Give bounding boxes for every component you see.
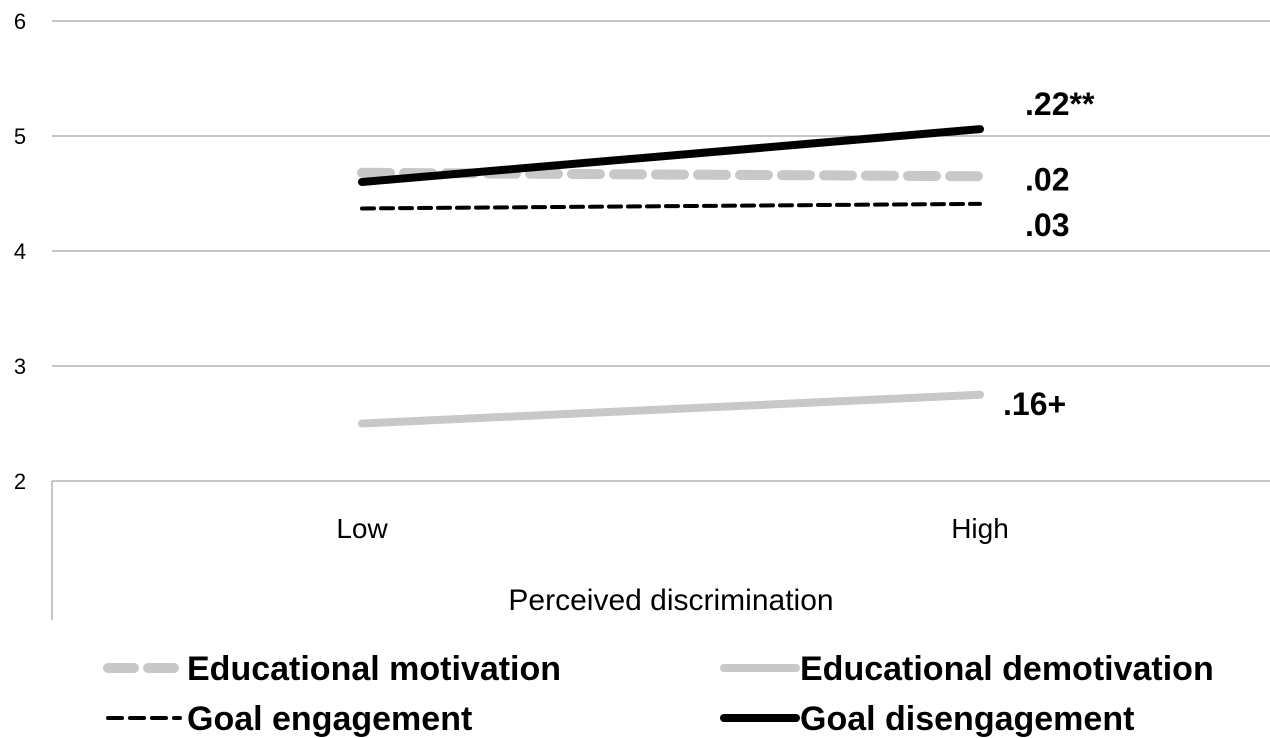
series-end-labels: .02 .16+ .03 .22** bbox=[1003, 86, 1095, 422]
legend-label-educational-demotivation: Educational demotivation bbox=[800, 650, 1214, 688]
gridlines bbox=[52, 20, 1270, 482]
end-label-goal-disengagement: .22** bbox=[1025, 86, 1095, 122]
legend: Educational motivation Educational demoti… bbox=[103, 650, 1214, 738]
series-lines bbox=[357, 125, 985, 428]
end-label-educational-demotivation: .16+ bbox=[1003, 386, 1066, 422]
end-label-goal-engagement: .03 bbox=[1025, 207, 1069, 243]
y-tick-label: 3 bbox=[14, 354, 26, 379]
y-tick-label: 5 bbox=[14, 124, 26, 149]
legend-label-goal-engagement: Goal engagement bbox=[187, 700, 472, 738]
legend-label-educational-motivation: Educational motivation bbox=[187, 650, 561, 688]
y-tick-label: 6 bbox=[14, 9, 26, 34]
x-category-label: Low bbox=[336, 513, 388, 544]
x-category-labels: Low High bbox=[336, 513, 1008, 544]
series-line-goal-disengagement bbox=[358, 125, 984, 186]
x-category-label: High bbox=[951, 513, 1009, 544]
y-tick-label: 2 bbox=[14, 469, 26, 494]
x-axis-title: Perceived discrimination bbox=[508, 584, 833, 617]
legend-label-goal-disengagement: Goal disengagement bbox=[800, 700, 1134, 738]
y-tick-labels: 2 3 4 5 6 bbox=[14, 9, 26, 494]
end-label-educational-motivation: .02 bbox=[1025, 161, 1069, 197]
series-line-goal-engagement bbox=[360, 201, 982, 211]
y-tick-label: 4 bbox=[14, 239, 26, 264]
series-line-educational-demotivation bbox=[358, 390, 984, 428]
